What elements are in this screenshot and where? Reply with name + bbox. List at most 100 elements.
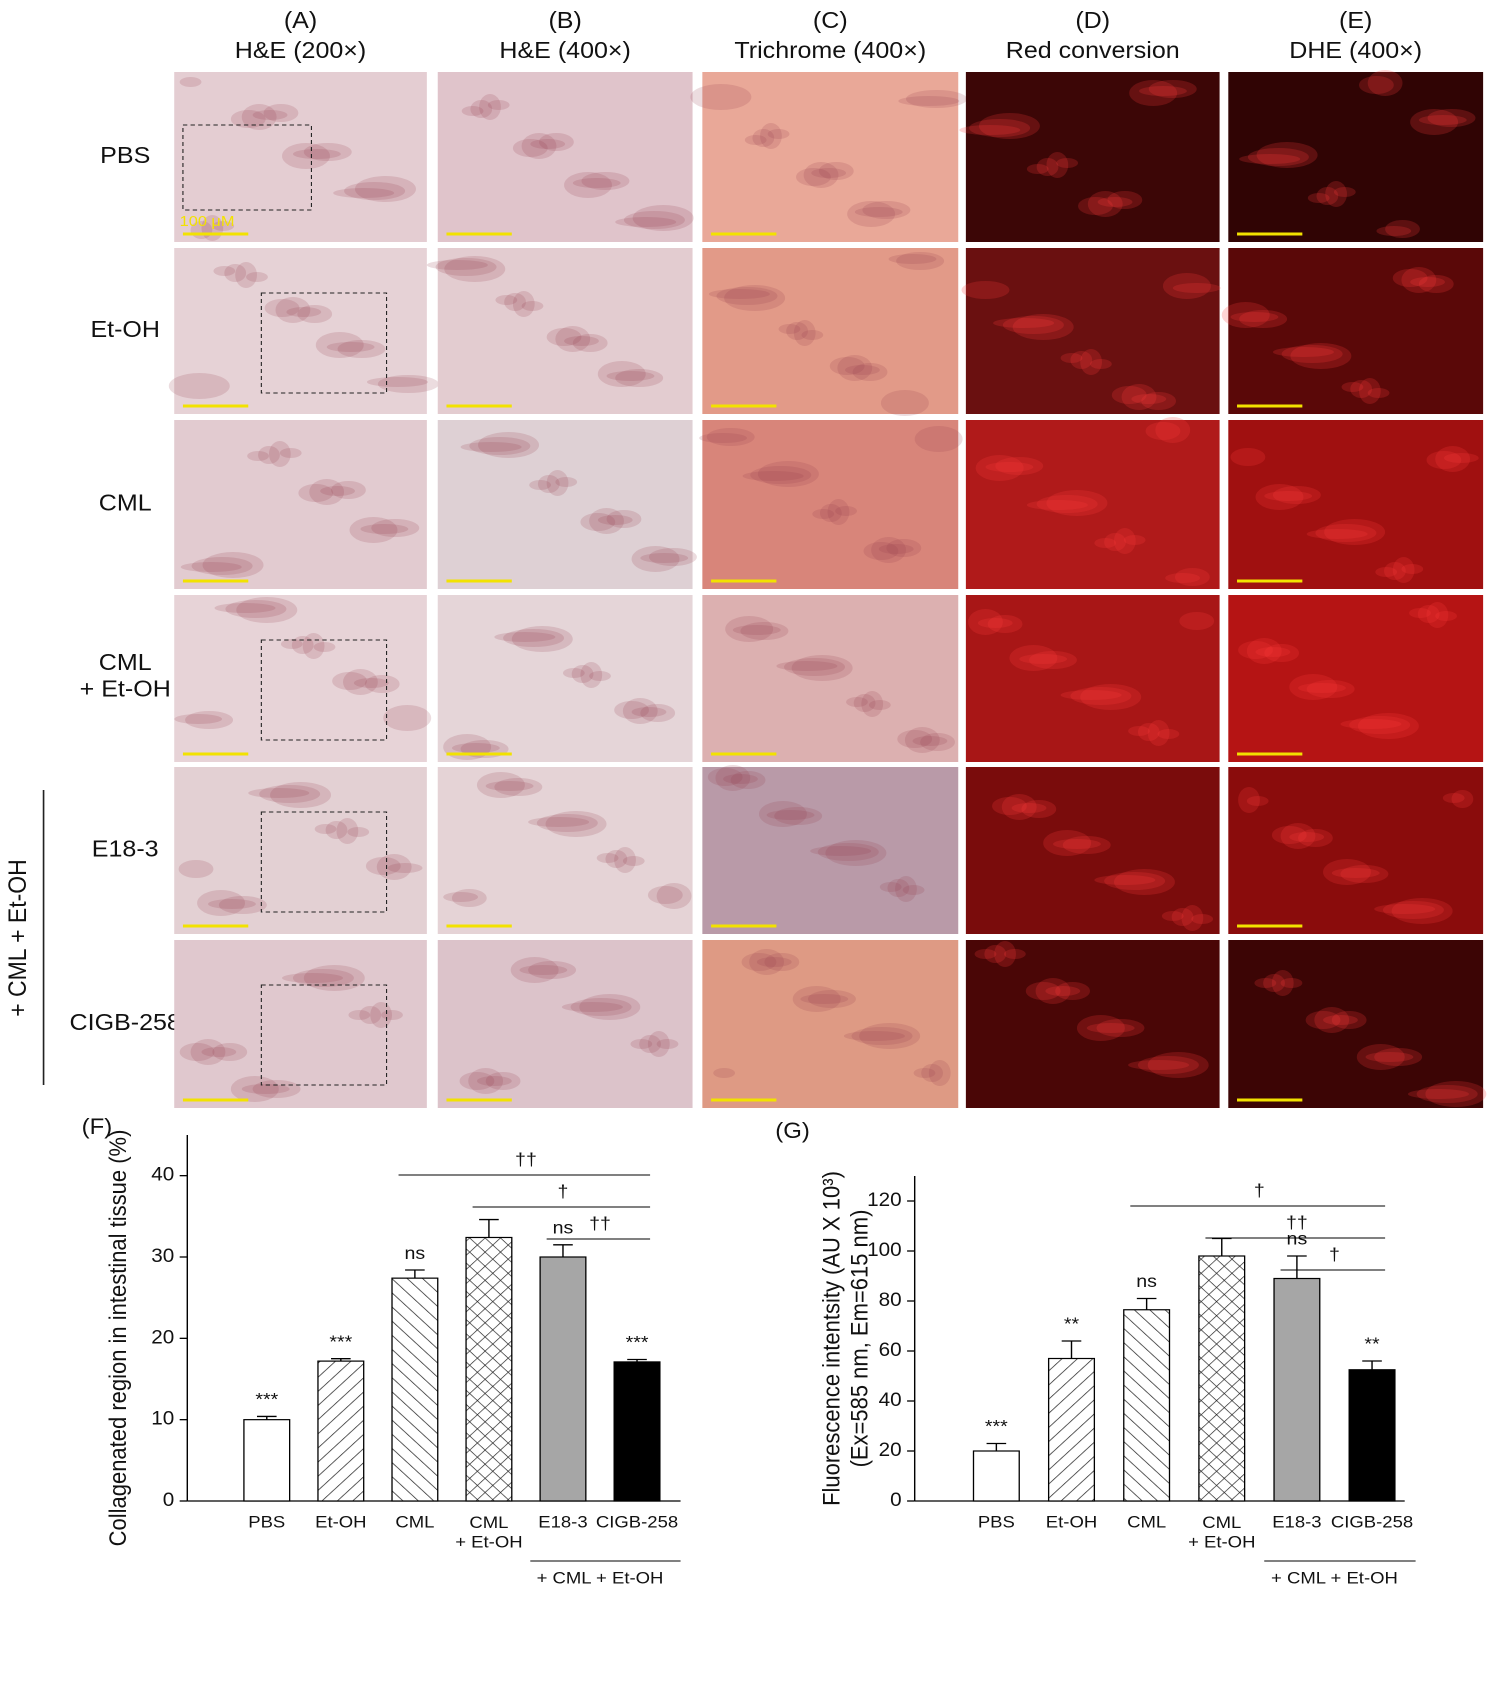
- tissue-texture: [252, 1080, 301, 1098]
- bar: [391, 1277, 439, 1502]
- tissue-texture: [539, 133, 574, 151]
- row-label: E18-3: [92, 836, 159, 862]
- tissue-texture: [580, 513, 616, 531]
- tissue-texture: [1147, 720, 1170, 746]
- tissue-texture: [589, 508, 624, 534]
- x-tick-label: E18-3: [538, 1512, 588, 1531]
- tissue-texture: [985, 462, 1034, 472]
- tissue-texture: [758, 801, 807, 827]
- tissue-texture: [1155, 417, 1191, 443]
- tissue-texture: [818, 162, 854, 180]
- tissue-texture: [1385, 220, 1420, 238]
- tissue-texture: [708, 289, 770, 299]
- tissue-texture: [1086, 1023, 1135, 1033]
- tissue-texture: [1094, 875, 1156, 885]
- tissue-texture: [825, 840, 887, 866]
- tissue-texture: [1376, 226, 1412, 236]
- tissue-texture: [800, 994, 849, 1004]
- tissue-texture: [303, 965, 365, 991]
- tissue-texture: [810, 846, 872, 856]
- x-tick-label: CML: [1127, 1512, 1166, 1531]
- tissue-texture: [912, 736, 948, 746]
- tissue-texture: [247, 451, 269, 461]
- tissue-texture: [528, 817, 590, 827]
- y-tick-label: 100: [867, 1240, 902, 1261]
- tissue-texture: [1078, 197, 1113, 215]
- tissue-texture: [512, 139, 548, 157]
- tissue-texture: [961, 281, 1010, 299]
- error-bar: [1362, 1360, 1382, 1370]
- tissue-texture: [740, 622, 789, 640]
- tissue-texture: [812, 509, 835, 519]
- tissue-texture: [168, 373, 230, 399]
- tissue-texture: [614, 847, 636, 873]
- tissue-texture: [326, 342, 375, 352]
- tissue-texture: [741, 953, 777, 971]
- tissue-texture: [1263, 974, 1285, 992]
- tissue-texture: [202, 552, 264, 578]
- tissue-texture: [504, 293, 526, 311]
- tissue-texture: [546, 328, 582, 346]
- tissue-texture: [959, 125, 1021, 135]
- x-tick-label: CML: [395, 1512, 434, 1531]
- error-bar: [986, 1442, 1007, 1451]
- tissue-texture: [725, 616, 774, 642]
- tissue-texture: [902, 885, 925, 895]
- tissue-texture: [197, 890, 246, 916]
- tissue-texture: [631, 546, 680, 572]
- tissue-texture: [898, 96, 960, 106]
- tissue-texture: [871, 537, 906, 563]
- tissue-texture: [1019, 654, 1068, 664]
- tissue-texture: [713, 1068, 736, 1078]
- tissue-texture: [1442, 793, 1465, 803]
- tissue-texture: [479, 94, 501, 120]
- tissue-texture: [597, 361, 646, 387]
- tissue-texture: [897, 730, 933, 748]
- tissue-texture: [614, 701, 649, 719]
- tissue-texture: [987, 615, 1023, 633]
- error-bar: [553, 1244, 573, 1257]
- tissue-texture: [571, 665, 594, 683]
- tissue-texture: [793, 320, 816, 346]
- tissue-texture: [270, 782, 332, 808]
- x-tick-label: PBS: [978, 1512, 1015, 1531]
- group-label: + CML + Et-OH: [1271, 1568, 1398, 1587]
- tissue-texture: [905, 90, 967, 108]
- column-letter: (A): [284, 8, 317, 34]
- micrograph: [1228, 595, 1484, 762]
- tissue-texture: [1435, 611, 1457, 621]
- tissue-texture: [331, 481, 366, 499]
- tissue-texture: [1090, 359, 1112, 369]
- tissue-texture: [519, 965, 568, 975]
- tissue-texture: [1427, 109, 1476, 127]
- tissue-texture: [485, 1072, 521, 1090]
- y-axis-label: Collagenated region in intestinal tissue…: [104, 1130, 131, 1547]
- y-tick-label: 40: [879, 1390, 902, 1411]
- tissue-texture: [1113, 528, 1136, 554]
- tissue-texture: [1052, 839, 1101, 849]
- y-axis-label: Fluorescence intentsity (AU X 10³): [817, 1171, 844, 1506]
- tissue-texture: [715, 765, 751, 791]
- micrograph: [965, 420, 1220, 589]
- tissue-texture: [268, 441, 291, 467]
- tissue-texture: [648, 548, 697, 566]
- x-tick-label: E18-3: [1272, 1512, 1322, 1531]
- tissue-texture: [1281, 345, 1343, 363]
- tissue-texture: [756, 957, 792, 967]
- tissue-texture: [1333, 187, 1356, 197]
- micrograph: [437, 940, 693, 1108]
- tissue-texture: [1056, 158, 1079, 168]
- bar: [1047, 1357, 1096, 1502]
- micrograph: [174, 72, 427, 242]
- tissue-texture: [1418, 115, 1467, 125]
- tissue-texture: [1297, 829, 1333, 847]
- tissue-texture: [589, 671, 611, 681]
- significance-label: **: [1064, 1313, 1080, 1333]
- tissue-texture: [1255, 484, 1304, 510]
- tissue-texture: [275, 297, 311, 323]
- tissue-texture: [904, 727, 940, 753]
- tissue-texture: [1324, 519, 1386, 545]
- tissue-texture: [1297, 683, 1346, 693]
- micrograph: [437, 248, 693, 414]
